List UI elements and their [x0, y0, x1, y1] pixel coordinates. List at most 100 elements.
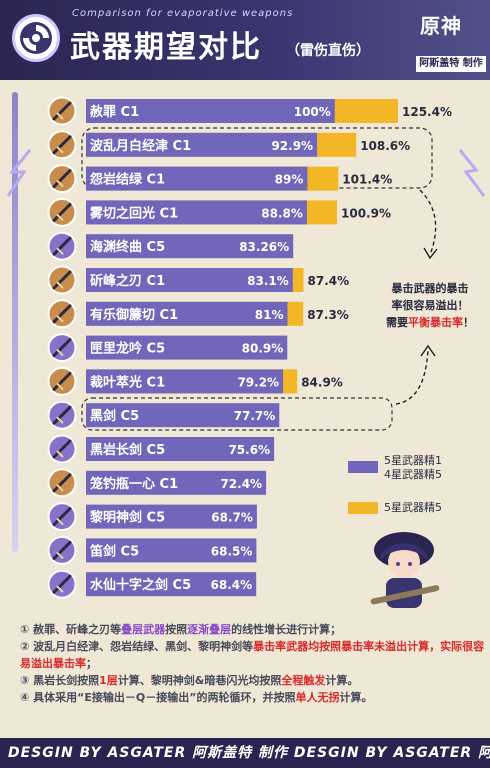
category-label: 波乱月白经津 C1	[90, 138, 191, 154]
callout-arrow	[419, 189, 437, 256]
note-1-text-3: 的线性增长进行计算；	[231, 623, 342, 636]
callout-highlight: 平衡暴击率	[408, 316, 463, 329]
footnotes: ① 赦罪、斫峰之刃等叠层武器按照逐渐叠层的线性增长进行计算； ② 波乱月白经津、…	[20, 621, 485, 706]
weapon-icon	[47, 366, 77, 396]
weapon-icon	[47, 400, 77, 430]
legend-label-5star-r5: 5星武器精5	[384, 501, 442, 514]
note-4: ④ 具体采用“E接输出－Q－接输出”的两轮循环，并按照单人无拐计算。	[20, 689, 485, 706]
callout-line-1: 暴击武器的暴击	[391, 282, 469, 295]
note-3-text-3: 计算。	[325, 674, 359, 687]
weapon-icon	[47, 535, 77, 565]
note-3-hl: 1层	[99, 674, 118, 687]
note-2-text: ② 波乱月白经津、怨岩结绿、黑剑、黎明神剑等	[20, 640, 254, 653]
bar-r1	[86, 99, 335, 123]
value-label-r1: 89%	[275, 173, 304, 187]
callout-line-2: 率很容易溢出！	[391, 299, 469, 312]
bar-r1	[86, 504, 257, 529]
legend-swatch-purple	[348, 461, 378, 473]
note-3-text-2: 计算、黎明神剑&暗巷闪光均按照	[117, 674, 282, 687]
bar-r1	[86, 234, 294, 259]
callout-arrow	[395, 349, 429, 405]
legend-label-4star-r5: 4星武器精5	[384, 468, 442, 481]
note-3-text: ③ 黑岩长剑按照	[20, 674, 100, 687]
weapon-comparison-chart: 赦罪 C1 100% 125.4% 波乱月白经津 C1 92.9% 108.6% 怨岩结绿 …	[6, 96, 486, 599]
weapon-icon	[47, 569, 77, 599]
value-label-r1: 75.6%	[228, 443, 270, 457]
weapon-icon	[47, 96, 77, 126]
callout-arrow-head	[420, 344, 436, 357]
note-2: ② 波乱月白经津、怨岩结绿、黑剑、黎明神剑等暴击率武器均按照暴击率未溢出计算，实…	[20, 638, 485, 672]
weapon-icon	[47, 231, 77, 261]
value-label-r1: 83.1%	[247, 274, 289, 288]
note-1-text: ① 赦罪、斫峰之刃等	[20, 623, 122, 636]
weapon-icon	[47, 265, 77, 295]
category-label: 斫峰之刃 C1	[90, 273, 165, 289]
bar-r1	[86, 301, 288, 326]
weapon-icon	[47, 502, 77, 532]
value-label-r1: 83.26%	[239, 240, 289, 254]
note-1-text-2: 按照	[165, 623, 188, 636]
callout-line-3c: ！	[463, 316, 474, 329]
bar-r1	[86, 200, 307, 225]
value-label-r1: 88.8%	[261, 206, 303, 220]
category-label: 怨岩结绿 C1	[89, 172, 165, 188]
callout-line-3a: 需要	[386, 316, 408, 329]
lightning-decoration-icon	[458, 149, 486, 197]
note-1: ① 赦罪、斫峰之刃等叠层武器按照逐渐叠层的线性增长进行计算；	[20, 621, 485, 638]
header-banner: Comparison for evaporative weapons 武器期望对…	[0, 0, 490, 80]
value-label-r1: 68.7%	[211, 511, 253, 525]
callout-arrow-head	[423, 247, 438, 260]
weapon-icon	[47, 468, 77, 498]
category-label: 黑剑 C5	[90, 408, 139, 424]
category-label: 裁叶萃光 C1	[90, 374, 165, 390]
category-label: 有乐御簾切 C1	[90, 307, 178, 323]
weapon-icon	[47, 130, 77, 160]
note-4-hl: 单人无拐	[295, 691, 340, 704]
callout-line-3: 需要平衡暴击率！	[370, 314, 490, 331]
value-label-r1: 79.2%	[237, 375, 279, 389]
note-4-text: ④ 具体采用“E接输出－Q－接输出”的两轮循环，并按照	[20, 691, 296, 704]
category-label: 黎明神剑 C5	[90, 510, 165, 526]
bar-r1	[86, 538, 257, 563]
value-label-r1: 68.4%	[211, 578, 253, 592]
electro-emblem-icon	[12, 14, 60, 62]
note-2-hl: 暴击率武器均按照暴击率未溢出计算，实际很容易溢出暴击率	[20, 640, 485, 670]
credit-tag: 阿斯盖特 制作	[416, 56, 486, 72]
value-label-r1: 100%	[294, 105, 331, 119]
category-label: 海渊终曲 C5	[90, 239, 165, 255]
bar-r1	[86, 403, 280, 428]
bar-r1	[86, 335, 288, 360]
lightning-decoration-icon	[6, 149, 32, 197]
character-illustration	[356, 520, 452, 620]
value-label-r1: 77.7%	[234, 409, 276, 423]
bar-r1	[86, 166, 308, 191]
value-label-r5: 100.9%	[341, 206, 391, 220]
category-label: 笼钓瓶一心 C1	[89, 476, 178, 492]
bar-r1	[86, 268, 293, 292]
value-label-r1: 72.4%	[220, 477, 262, 491]
category-label: 赦罪 C1	[89, 104, 139, 120]
note-1-hl: 叠层武器	[121, 623, 166, 636]
weapon-icon	[47, 333, 77, 363]
note-1-hl-2: 逐渐叠层	[187, 623, 232, 636]
bar-r1	[86, 369, 284, 394]
header-subtitle: Comparison for evaporative weapons	[72, 8, 294, 19]
genshin-logo: 原神	[420, 14, 462, 38]
value-label-r5: 87.3%	[307, 308, 349, 322]
weapon-icon	[47, 434, 77, 464]
note-2-text-2: ；	[86, 657, 97, 670]
highlight-box-black-sword	[81, 397, 393, 431]
bar-r1	[86, 437, 275, 461]
value-label-r5: 87.4%	[308, 274, 350, 288]
category-label: 水仙十字之剑 C5	[90, 577, 191, 593]
value-label-r1: 68.5%	[211, 544, 253, 558]
value-label-r1: 92.9%	[271, 139, 313, 153]
weapon-icon	[47, 197, 77, 227]
weapon-icon	[47, 299, 77, 329]
weapon-icon	[47, 164, 77, 194]
note-3-hl-2: 全程触发	[281, 674, 326, 687]
bar-r1	[86, 572, 257, 597]
page-title: 武器期望对比	[70, 30, 262, 65]
category-label: 匣里龙吟 C5	[90, 341, 165, 357]
value-label-r1: 80.9%	[242, 342, 284, 356]
